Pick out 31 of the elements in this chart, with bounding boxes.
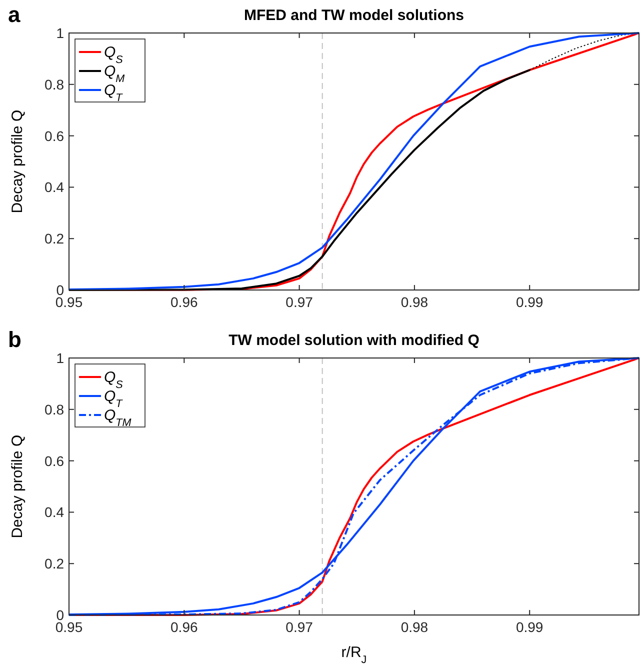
x-axis-title: r/R$_{J}$ [341,644,367,666]
y-tick-label: 0.2 [44,230,64,247]
y-axis-title: Decay profile Q [9,110,26,214]
y-tick-label: 1 [56,350,64,366]
legend-label: Q$_{S}$ [104,369,124,391]
y-tick-label: 0.2 [44,556,64,572]
legend-label: Q$_{S}$ [104,44,124,66]
x-tick-label: 0.97 [286,619,314,635]
x-tick-label: 0.96 [170,619,198,635]
chart-title: TW model solution with modified Q [228,332,480,349]
y-tick-label: 0.4 [44,179,64,196]
y-tick-label: 0.8 [44,401,64,418]
x-tick-label: 0.96 [170,294,198,310]
y-tick-label: 0.6 [44,128,64,144]
x-tick-label: 0.99 [516,294,544,310]
chart-title: MFED and TW model solutions [244,7,464,24]
text: a [8,2,21,27]
x-tick-label: 0.97 [286,294,314,310]
y-tick-label: 0.8 [44,76,64,92]
legend-label: Q$_{T}$ [104,388,124,410]
y-tick-label: 0.4 [44,504,64,520]
legend-label: Q$_{M}$ [104,63,125,85]
x-tick-label: 0.98 [400,619,428,635]
x-tick-label: 0.99 [516,619,544,635]
y-axis-title: Decay profile Q [9,434,26,538]
legend-label: Q$_{T}$ [104,82,124,104]
x-tick-label: 0.98 [400,294,428,310]
legend-label: Q$_{TM}$ [104,407,132,429]
text: b [8,327,22,352]
y-tick-label: 1 [56,25,64,41]
y-tick-label: 0.6 [44,452,64,469]
